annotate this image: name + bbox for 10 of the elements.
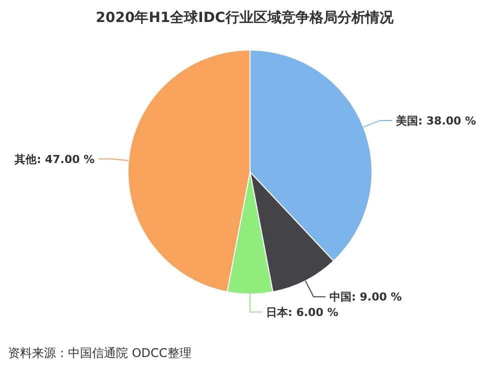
- data-label: : 47.00 %: [36, 152, 95, 166]
- data-label: : 9.00 %: [352, 290, 402, 304]
- data-label: : 6.00 %: [288, 306, 338, 319]
- text: 资料来源：中国信通院 ODCC整理: [8, 346, 192, 360]
- slice-label: 中国: [330, 290, 352, 304]
- data-label: : 38.00 %: [418, 114, 476, 128]
- slice-label: 其他: [14, 152, 38, 166]
- slice-label: 日本: [266, 306, 289, 319]
- slice-label: 美国: [395, 114, 418, 128]
- chart-title: 2020年H1全球IDC行业区域竞争格局分析情况: [96, 9, 394, 26]
